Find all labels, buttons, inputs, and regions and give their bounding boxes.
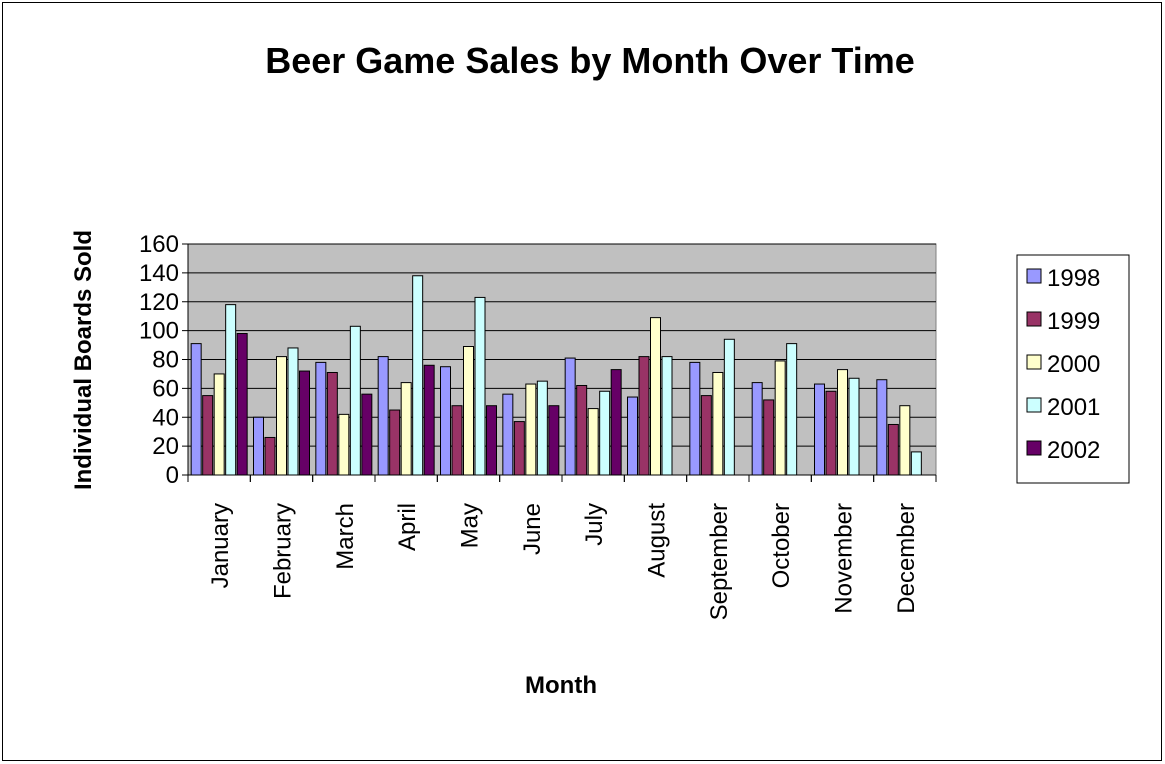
bar-1998 bbox=[689, 361, 701, 476]
bar-2001 bbox=[225, 304, 237, 476]
bar-2000 bbox=[525, 383, 537, 476]
y-tick-label: 140 bbox=[139, 260, 179, 287]
x-axis-label: Month bbox=[525, 672, 597, 699]
bar-1999 bbox=[202, 395, 214, 476]
bar-2000 bbox=[587, 408, 599, 476]
x-tick-label: April bbox=[394, 503, 421, 551]
bar-1999 bbox=[513, 421, 525, 476]
legend-swatch bbox=[1026, 354, 1042, 370]
bar-2000 bbox=[899, 405, 911, 476]
chart-title: Beer Game Sales by Month Over Time bbox=[265, 40, 915, 81]
bar-2000 bbox=[463, 346, 474, 476]
y-axis-label: Individual Boards Sold bbox=[70, 230, 97, 490]
bar-2000 bbox=[837, 369, 848, 476]
legend-item-label: 1998 bbox=[1047, 265, 1100, 292]
legend-swatch bbox=[1026, 268, 1042, 284]
bar-2002 bbox=[361, 393, 373, 476]
x-tick-label: August bbox=[644, 503, 671, 578]
bar-2000 bbox=[213, 373, 225, 476]
y-tick-label: 160 bbox=[139, 231, 179, 258]
bar-2000 bbox=[712, 371, 724, 476]
bar-1999 bbox=[825, 390, 837, 476]
bar-1998 bbox=[876, 379, 888, 476]
legend-item-label: 2000 bbox=[1047, 351, 1100, 378]
y-tick-label: 100 bbox=[139, 318, 179, 345]
bar-1998 bbox=[440, 366, 451, 476]
bar-2002 bbox=[423, 364, 435, 476]
bar-1999 bbox=[700, 395, 712, 476]
legend-swatch bbox=[1026, 397, 1042, 413]
x-tick-label: February bbox=[270, 503, 297, 599]
x-tick-label: May bbox=[457, 503, 484, 548]
x-tick-label: June bbox=[519, 503, 546, 555]
legend-swatch bbox=[1026, 440, 1042, 456]
x-tick-label: October bbox=[768, 503, 795, 588]
bar-1998 bbox=[315, 361, 327, 476]
legend-item-label: 2001 bbox=[1047, 394, 1100, 421]
bar-1999 bbox=[264, 436, 276, 476]
bar-2002 bbox=[486, 405, 497, 476]
legend-item-label: 1999 bbox=[1047, 308, 1100, 335]
bar-2001 bbox=[349, 325, 361, 476]
bar-2001 bbox=[910, 451, 922, 476]
bar-1999 bbox=[326, 371, 338, 476]
bar-2001 bbox=[474, 296, 486, 476]
bar-1998 bbox=[564, 357, 576, 476]
bar-1998 bbox=[190, 343, 202, 476]
bar-2000 bbox=[276, 356, 287, 476]
bar-1998 bbox=[253, 416, 264, 476]
bar-1998 bbox=[814, 383, 825, 476]
bar-2001 bbox=[848, 377, 860, 476]
bar-2002 bbox=[610, 369, 622, 476]
bar-2001 bbox=[786, 343, 798, 476]
bar-2001 bbox=[723, 338, 735, 476]
bar-2000 bbox=[338, 413, 350, 476]
bar-2001 bbox=[661, 356, 673, 476]
bar-1999 bbox=[389, 409, 401, 476]
x-tick-label: September bbox=[706, 503, 733, 620]
bar-2001 bbox=[412, 275, 424, 476]
bar-2000 bbox=[650, 317, 661, 476]
bar-1998 bbox=[377, 356, 389, 476]
x-tick-label: July bbox=[581, 503, 608, 546]
y-tick-label: 20 bbox=[152, 433, 179, 460]
bar-2000 bbox=[400, 382, 412, 476]
bar-1999 bbox=[887, 423, 899, 476]
bar-1998 bbox=[627, 396, 638, 476]
y-tick-label: 0 bbox=[166, 462, 179, 489]
bar-1999 bbox=[763, 399, 775, 476]
bar-2001 bbox=[599, 390, 611, 476]
y-tick-label: 80 bbox=[152, 347, 179, 374]
y-tick-label: 60 bbox=[152, 375, 179, 402]
y-tick-label: 40 bbox=[152, 404, 179, 431]
bar-2002 bbox=[548, 405, 560, 476]
bar-1999 bbox=[451, 405, 463, 476]
bar-chart: Beer Game Sales by Month Over Time 02040… bbox=[70, 40, 1130, 699]
bar-2002 bbox=[299, 370, 310, 476]
y-tick-label: 120 bbox=[139, 289, 179, 316]
x-tick-label: March bbox=[332, 503, 359, 570]
x-tick-label: December bbox=[893, 503, 920, 614]
legend-swatch bbox=[1026, 311, 1042, 327]
bar-2000 bbox=[774, 360, 786, 476]
bar-1999 bbox=[576, 384, 588, 476]
bar-1998 bbox=[751, 382, 763, 476]
bar-1999 bbox=[638, 356, 650, 476]
legend: 1998 1999 2000 2001 2002 bbox=[1016, 254, 1130, 484]
bar-1998 bbox=[502, 393, 514, 476]
bar-2002 bbox=[236, 333, 248, 476]
x-tick-label: November bbox=[831, 503, 858, 614]
legend-item-label: 2002 bbox=[1047, 437, 1100, 464]
bar-2001 bbox=[536, 380, 548, 476]
x-tick-label: January bbox=[207, 503, 234, 588]
bar-2001 bbox=[287, 347, 299, 476]
